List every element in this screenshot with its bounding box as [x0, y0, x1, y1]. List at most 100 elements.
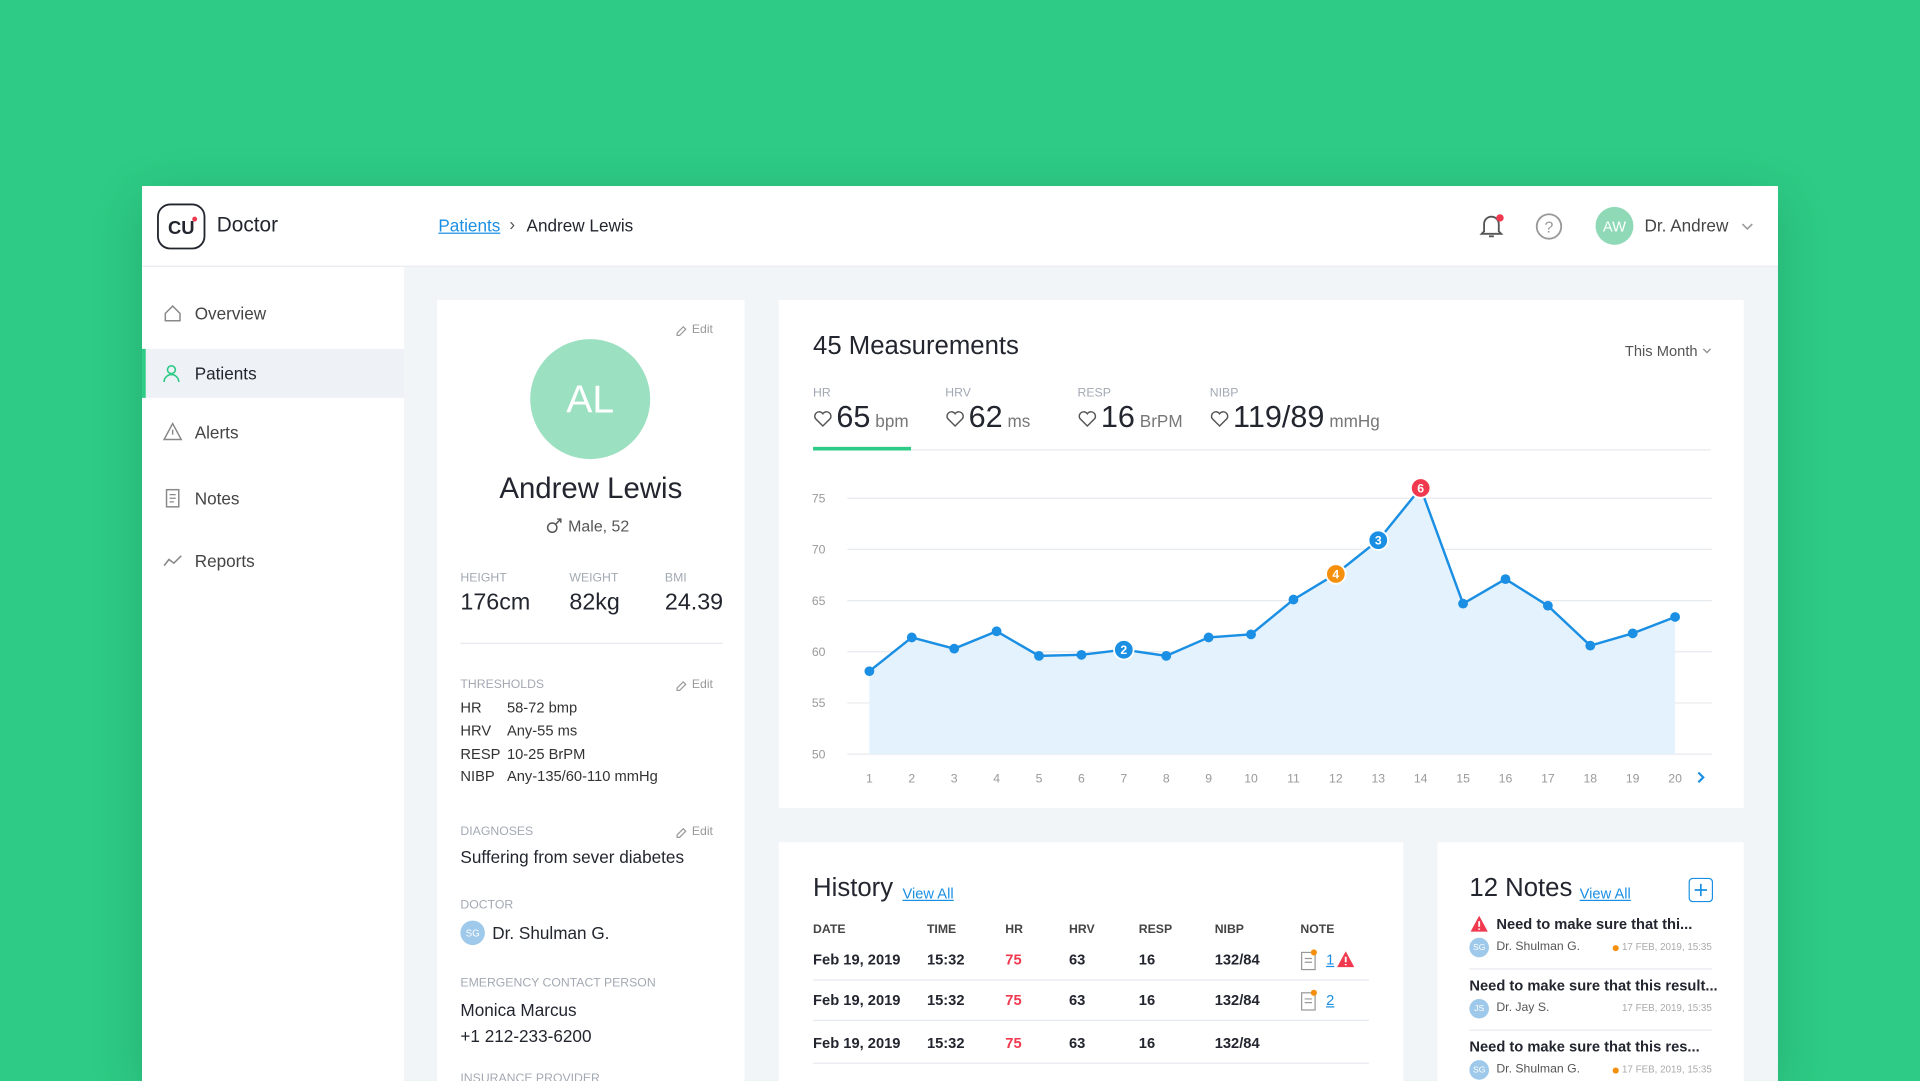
metric-value: 119/89 — [1233, 400, 1325, 435]
add-note[interactable] — [1688, 877, 1714, 903]
point — [1670, 612, 1681, 622]
cell: 75 — [1005, 1034, 1022, 1052]
section-label: INSURANCE PROVIDER — [460, 1072, 600, 1081]
column-header: DATE — [813, 923, 846, 937]
cell: 75 — [1005, 951, 1022, 969]
x-tick-label: 4 — [993, 771, 1000, 785]
y-tick-label: 55 — [812, 696, 826, 710]
logo: CU — [157, 203, 206, 250]
nav-item[interactable]: Patients — [194, 363, 257, 384]
x-tick-label: 12 — [1329, 771, 1343, 785]
point — [864, 666, 875, 677]
point — [1034, 650, 1044, 661]
edit-link[interactable]: Edit — [691, 825, 713, 839]
x-tick-label: 3 — [951, 771, 958, 785]
note-divider — [1469, 1029, 1712, 1031]
note-avatar: SG — [1469, 937, 1489, 958]
marker-label: 4 — [1332, 567, 1339, 581]
breadcrumb-link[interactable]: Patients — [438, 215, 501, 236]
y-tick-label: 70 — [812, 543, 826, 557]
doctor-avatar: SG — [460, 920, 485, 946]
nav-item[interactable]: Notes — [194, 488, 240, 509]
threshold-value: 58-72 bmp — [506, 699, 578, 717]
edit-icon — [676, 827, 687, 838]
note-date: 17 FEB, 2019, 15:35 — [1621, 1002, 1712, 1014]
card-title: 45 Measurements — [813, 331, 1019, 360]
view-all[interactable]: View All — [1579, 885, 1631, 903]
threshold-value: Any-135/60-110 mmHg — [506, 767, 658, 785]
edit-icon — [676, 681, 687, 692]
patient-name: Andrew Lewis — [499, 472, 683, 506]
point — [1585, 640, 1596, 651]
nav-item[interactable]: Overview — [194, 303, 267, 324]
view-all[interactable]: View All — [902, 885, 954, 903]
note-count[interactable]: 2 — [1326, 991, 1335, 1009]
user-name[interactable]: Dr. Andrew — [1644, 215, 1729, 236]
x-tick-label: 6 — [1078, 771, 1085, 785]
metric-label: HR — [813, 386, 831, 401]
contact-name: Monica Marcus — [460, 1000, 577, 1020]
point — [1203, 632, 1214, 643]
card-title: 12 Notes — [1469, 874, 1573, 903]
note-dot — [1612, 1067, 1619, 1074]
metric-icon — [946, 411, 964, 428]
nav-item[interactable]: Alerts — [194, 422, 239, 442]
metric: 65 bpm — [836, 400, 908, 436]
edit-link[interactable]: Edit — [691, 323, 713, 337]
y-tick-label: 60 — [812, 645, 826, 659]
column-header: TIME — [926, 923, 957, 937]
nav-item[interactable]: Reports — [194, 550, 255, 571]
next-arrow[interactable] — [1697, 771, 1705, 784]
point — [991, 626, 1002, 637]
metric-label: HRV — [945, 386, 971, 401]
svg-text:?: ? — [1545, 220, 1554, 237]
history-card — [778, 842, 1404, 1081]
gender-age: Male, 52 — [568, 516, 630, 535]
divider — [460, 642, 723, 644]
chevron — [1741, 223, 1753, 231]
cell: 16 — [1138, 1034, 1156, 1052]
edit-icon — [676, 325, 687, 337]
breadcrumb-current: Andrew Lewis — [526, 215, 634, 236]
bell-icon[interactable] — [1477, 211, 1506, 240]
point — [1458, 598, 1468, 609]
edit-link[interactable]: Edit — [691, 678, 713, 692]
stat-label: WEIGHT — [569, 571, 619, 586]
help-icon[interactable]: ? — [1534, 212, 1563, 241]
point — [1627, 628, 1638, 639]
threshold-label: HRV — [460, 722, 492, 740]
y-tick-label: 75 — [812, 492, 826, 506]
point — [1246, 629, 1256, 640]
user-avatar[interactable]: AW — [1595, 206, 1634, 245]
nav-icon — [165, 488, 180, 508]
sidebar — [142, 266, 405, 1081]
note-text[interactable]: Need to make sure that thi... — [1496, 915, 1693, 933]
section-label: EMERGENCY CONTACT PERSON — [460, 976, 656, 991]
note-text[interactable]: Need to make sure that this result... — [1469, 976, 1718, 995]
cell: 63 — [1068, 991, 1086, 1009]
metric-icon — [814, 411, 832, 428]
metric-label: NIBP — [1209, 386, 1239, 401]
notes-card — [1437, 842, 1744, 1081]
active-tab — [813, 446, 912, 451]
cell: 15:32 — [926, 991, 965, 1009]
cell: 16 — [1138, 951, 1156, 969]
header — [142, 186, 1778, 267]
marker-label: 2 — [1120, 643, 1127, 657]
stat-label: HEIGHT — [460, 571, 507, 586]
marker — [1409, 477, 1432, 499]
period-select[interactable]: This Month — [1624, 342, 1698, 360]
note-avatar: SG — [1469, 1060, 1489, 1080]
cell: 132/84 — [1214, 1034, 1260, 1052]
line — [868, 485, 1676, 673]
svg-text:CU: CU — [168, 217, 195, 238]
x-tick-label: 9 — [1205, 771, 1212, 785]
cell: 63 — [1068, 951, 1086, 969]
marker-label: 6 — [1417, 481, 1424, 495]
note-count[interactable]: 1 — [1326, 951, 1335, 969]
note-text[interactable]: Need to make sure that this res... — [1469, 1038, 1700, 1056]
metric-unit: BrPM — [1139, 411, 1183, 431]
column-header: RESP — [1138, 923, 1173, 937]
